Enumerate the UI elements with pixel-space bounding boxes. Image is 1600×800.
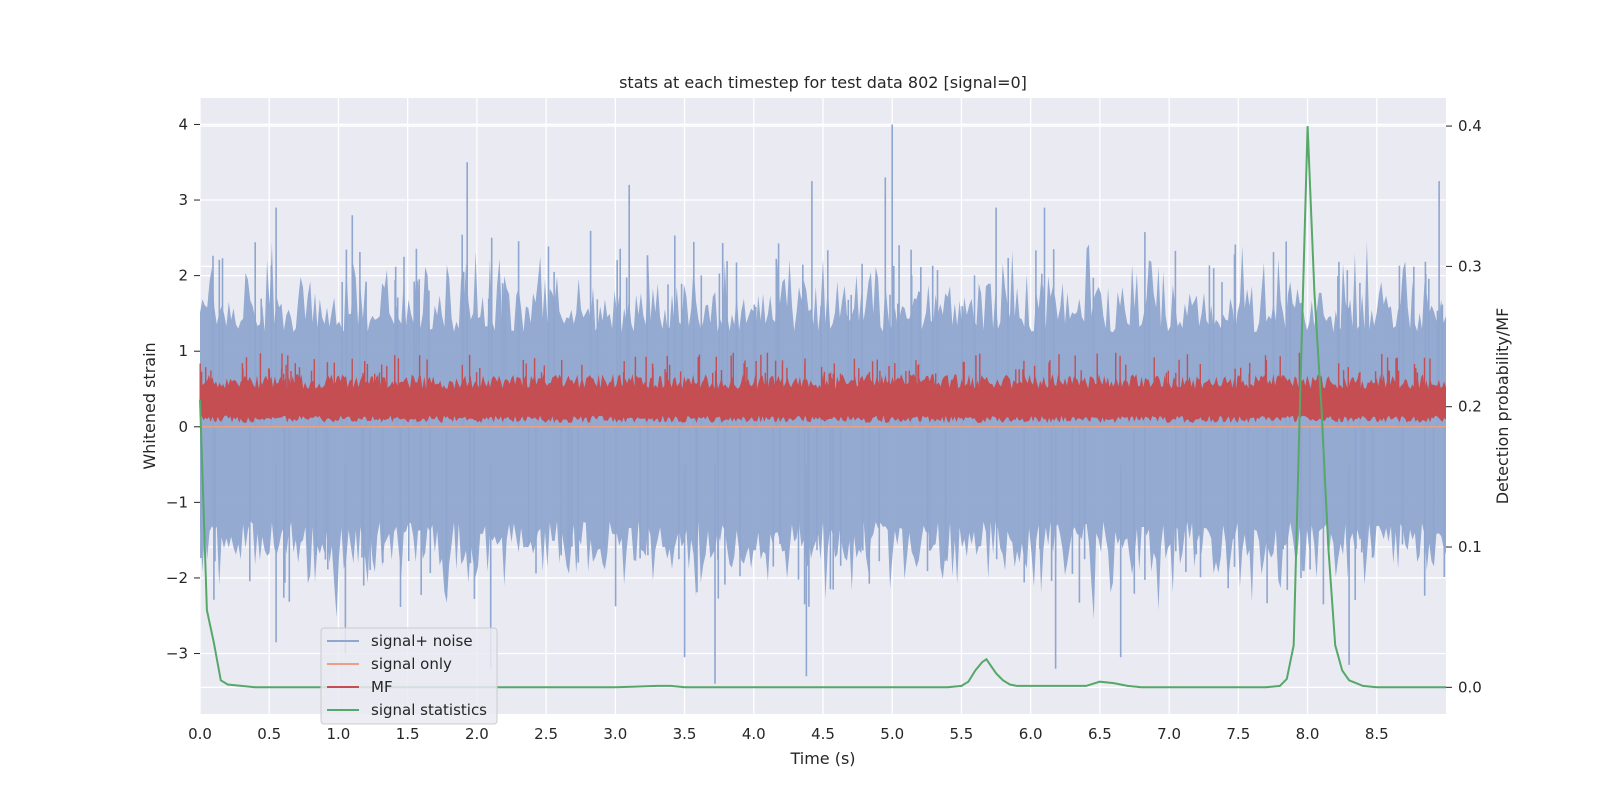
x-tick-label: 7.5	[1226, 725, 1250, 743]
y2-tick-label: 0.4	[1458, 117, 1482, 135]
mf-series	[200, 373, 1446, 423]
axis-ticks: 0.0 0.5 1.0 1.5 2.0 2.5 3.0 3.5 4.0 4.5 5.0 5.5 6.0 6…	[166, 115, 1482, 743]
x-tick-label: 6.0	[1019, 725, 1043, 743]
x-axis-label: Time (s)	[789, 749, 855, 768]
x-tick-label: 1.0	[327, 725, 351, 743]
mf-spikes	[199, 352, 1431, 405]
x-tick-label: 5.0	[880, 725, 904, 743]
y-tick-label: −1	[166, 493, 188, 511]
x-tick-label: 8.5	[1365, 725, 1389, 743]
x-tick-label: 4.5	[811, 725, 835, 743]
x-tick-label: 3.0	[603, 725, 627, 743]
x-tick-label: 6.5	[1088, 725, 1112, 743]
y2-tick-label: 0.1	[1458, 538, 1482, 556]
x-tick-label: 5.5	[950, 725, 974, 743]
x-tick-label: 2.0	[465, 725, 489, 743]
x-tick-label: 1.5	[396, 725, 420, 743]
y2-tick-label: 0.3	[1458, 257, 1482, 275]
series-layer	[199, 124, 1446, 689]
x-tick-label: 8.0	[1296, 725, 1320, 743]
x-tick-label: 3.5	[673, 725, 697, 743]
legend-label-signal-statistics: signal statistics	[371, 701, 487, 719]
x-tick-label: 7.0	[1157, 725, 1181, 743]
y-tick-label: 1	[178, 342, 188, 360]
legend-label-mf: MF	[371, 678, 393, 696]
legend-box	[320, 627, 498, 725]
y-tick-label: −3	[166, 645, 188, 663]
legend: signal+ noise signal only MF signal stat…	[320, 627, 498, 725]
y-tick-label: 0	[178, 418, 188, 436]
y-tick-label: 2	[178, 267, 188, 285]
x-tick-label: 4.0	[742, 725, 766, 743]
y-tick-label: −2	[166, 569, 188, 587]
x-tick-label: 0.0	[188, 725, 212, 743]
legend-label-signal-only: signal only	[371, 655, 452, 673]
signal-noise-spikes	[200, 124, 1446, 684]
y2-axis-label: Detection probability/MF	[1493, 308, 1512, 505]
y2-tick-label: 0.2	[1458, 398, 1482, 416]
legend-label-signal-noise: signal+ noise	[371, 632, 473, 650]
y-axis-label: Whitened strain	[140, 342, 159, 469]
y-tick-label: 3	[178, 191, 188, 209]
y-tick-label: 4	[178, 115, 188, 133]
y2-tick-label: 0.0	[1458, 678, 1482, 696]
x-tick-label: 2.5	[534, 725, 558, 743]
chart-title: stats at each timestep for test data 802…	[619, 73, 1027, 92]
x-tick-label: 0.5	[257, 725, 281, 743]
